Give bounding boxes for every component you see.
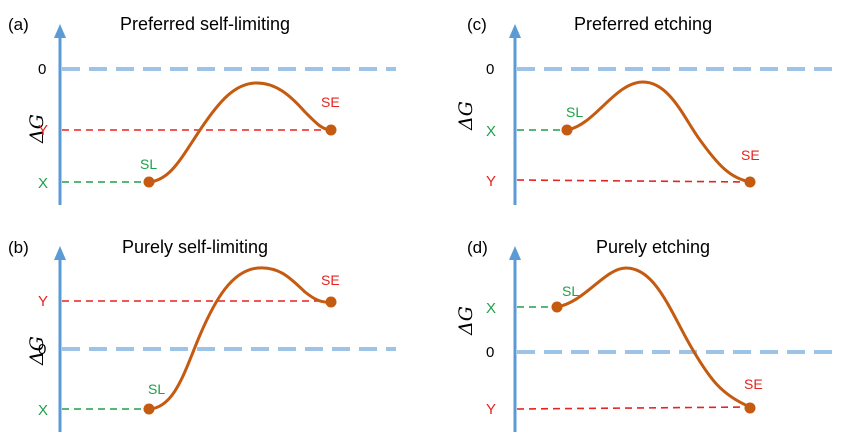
panel-d-axis-title: ΔG [455, 306, 477, 336]
panel-b-sl-label: SL [148, 381, 165, 397]
panel-c-title: Preferred etching [574, 14, 712, 34]
panel-d-y-level-label: Y [486, 401, 496, 418]
panel-d-zero-label: 0 [486, 344, 494, 361]
panel-d-sl-label: SL [562, 283, 579, 299]
panel-a-axis-title: ΔG [26, 114, 48, 144]
panel-c-energy-curve [566, 80, 751, 184]
panel-a-title: Preferred self-limiting [120, 14, 290, 34]
panel-c-label: (c) [467, 15, 487, 34]
panel-c-axis-title: ΔG [455, 101, 477, 131]
panel-a-sl-label: SL [140, 156, 157, 172]
panel-a-y-axis-arrow [54, 24, 66, 38]
panel-d-sl-point [551, 301, 563, 313]
panel-a-x-level-label: X [38, 175, 48, 192]
panel-b-axis-title: ΔG [26, 336, 48, 366]
panel-c-se-point [744, 176, 756, 188]
panel-c-y-level-label: Y [486, 173, 496, 190]
panel-d-se-level-line [516, 406, 751, 410]
panel-a-label: (a) [8, 15, 29, 34]
panel-b-zero-label: 0 [38, 341, 46, 358]
panel-c-se-level-line [516, 179, 751, 183]
panel-d-energy-curve [556, 266, 751, 409]
panel-b-label: (b) [8, 238, 29, 257]
panel-a: (a) Preferred self-limiting ΔG 0 Y X SL … [8, 14, 396, 205]
panel-b: (b) Purely self-limiting ΔG 0 Y X SL SE [8, 237, 396, 432]
panel-a-energy-curve [148, 81, 332, 184]
panel-b-y-axis-arrow [54, 246, 66, 260]
panel-d-se-label: SE [744, 376, 763, 392]
panel-c-x-level-label: X [486, 123, 496, 140]
panel-d-se-point [744, 402, 756, 414]
panel-b-title: Purely self-limiting [122, 237, 268, 257]
panel-d-title: Purely etching [596, 237, 710, 257]
panel-b-se-point [325, 296, 337, 308]
panel-c-zero-label: 0 [486, 61, 494, 78]
panel-b-y-level-label: Y [38, 293, 48, 310]
panel-a-y-level-label: Y [38, 122, 48, 139]
panel-c-se-label: SE [741, 147, 760, 163]
panel-c-y-axis-arrow [509, 24, 521, 38]
panel-b-sl-point [143, 403, 155, 415]
panel-d-y-axis-arrow [509, 246, 521, 260]
panel-b-x-level-label: X [38, 402, 48, 419]
panel-c: (c) Preferred etching ΔG 0 X Y SL SE [455, 14, 836, 205]
panel-d: (d) Purely etching ΔG 0 X Y SL SE [455, 237, 836, 432]
panel-c-sl-point [561, 124, 573, 136]
panel-d-x-level-label: X [486, 300, 496, 317]
panel-d-label: (d) [467, 238, 488, 257]
panel-a-se-point [325, 124, 337, 136]
panel-b-se-label: SE [321, 272, 340, 288]
panel-a-sl-point [143, 176, 155, 188]
panel-b-energy-curve [148, 266, 332, 411]
panel-c-sl-label: SL [566, 104, 583, 120]
panel-a-zero-label: 0 [38, 61, 46, 78]
panel-a-se-label: SE [321, 94, 340, 110]
